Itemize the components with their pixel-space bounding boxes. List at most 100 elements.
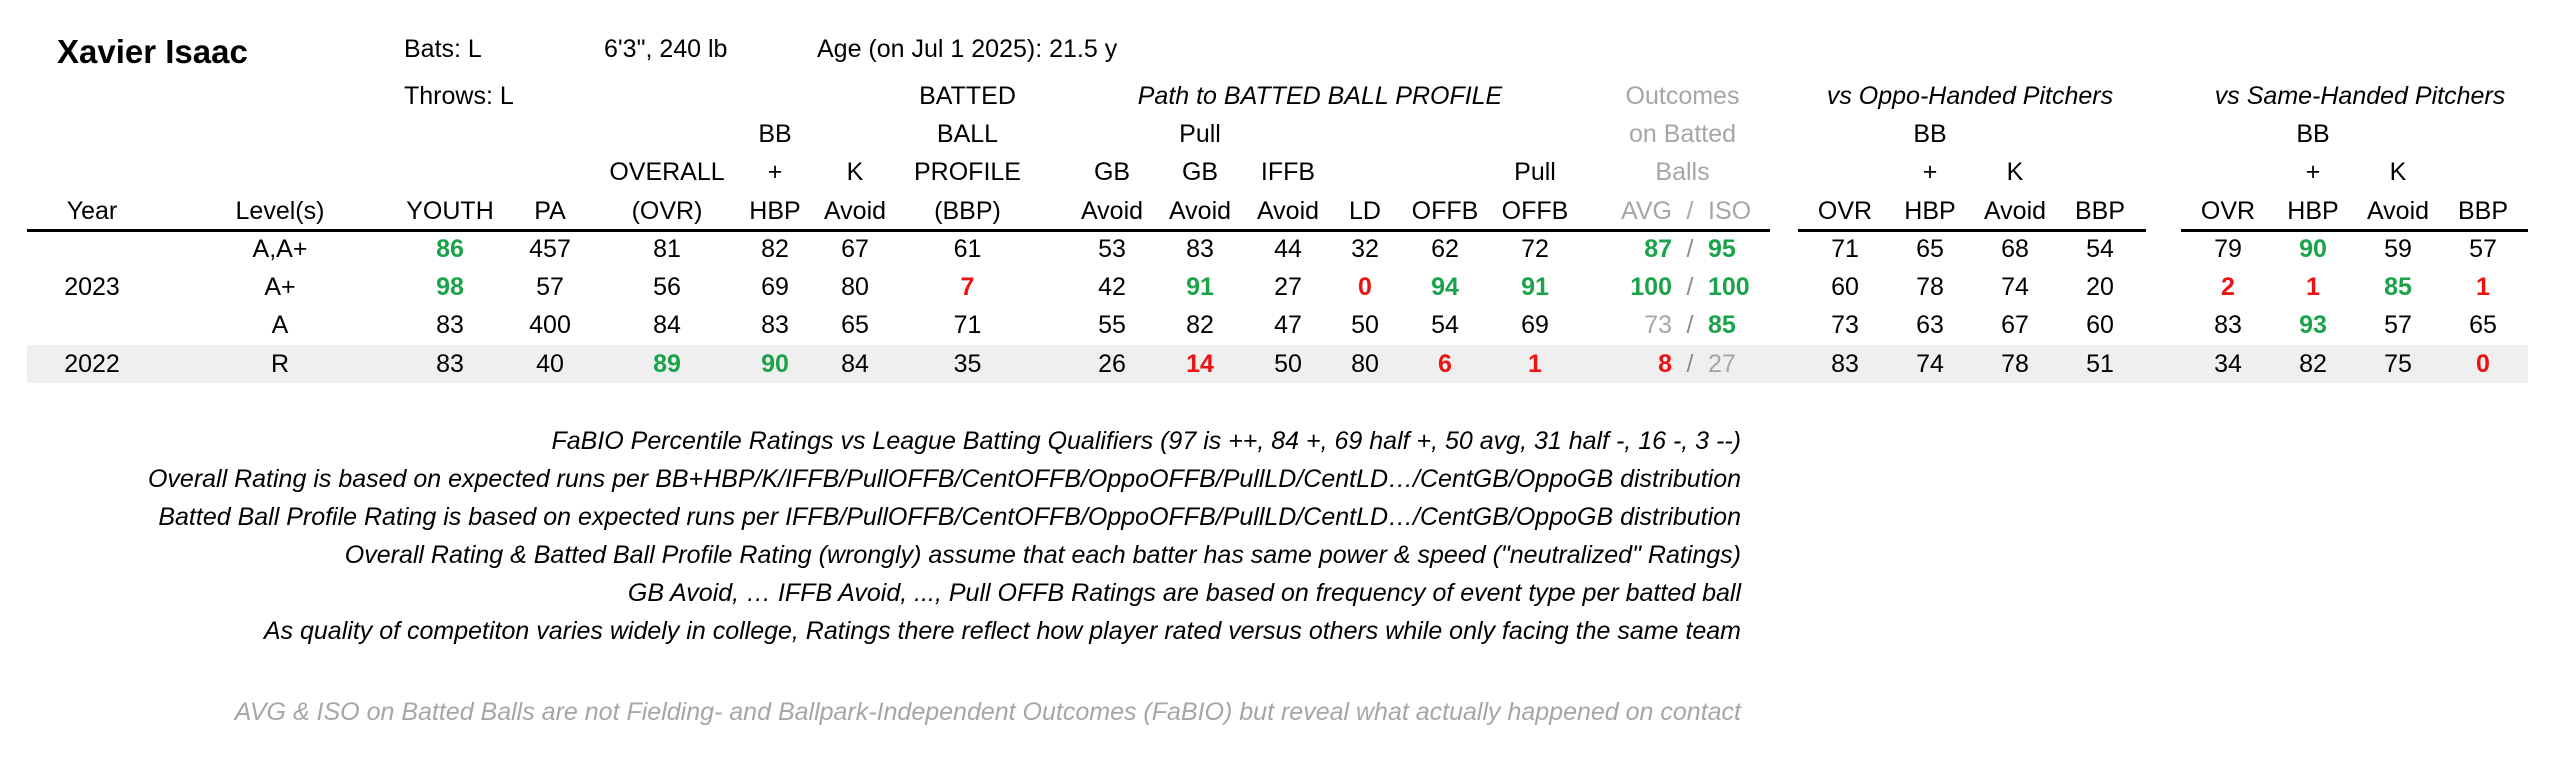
- cell-bbp: 7: [960, 273, 975, 301]
- cell-bbhbp: 83: [761, 311, 789, 339]
- cell-s-ovr: 34: [2214, 350, 2242, 378]
- cell-s-bb: 82: [2299, 350, 2327, 378]
- cell-kavoid: 67: [841, 235, 869, 263]
- col-header-bbp-4: (BBP): [934, 197, 1001, 225]
- player-age: Age (on Jul 1 2025): 21.5 y: [817, 35, 1118, 63]
- cell-kavoid: 65: [841, 311, 869, 339]
- cell-o-bb: 63: [1916, 311, 1944, 339]
- col-header-iffb-1: IFFB: [1260, 158, 1316, 186]
- col-header-gb-2: Avoid: [1080, 197, 1144, 225]
- cell-o-bbp: 20: [2086, 273, 2114, 301]
- cell-s-k: 85: [2384, 273, 2412, 301]
- cell-bbhbp: 69: [761, 273, 789, 301]
- col-header-same-bb-2: +: [2305, 158, 2321, 186]
- cell-avg-iso-separator: /: [1686, 273, 1694, 301]
- header-rule-main: [27, 229, 1770, 232]
- cell-ovr: 56: [653, 273, 681, 301]
- col-header-pullgb-3: Avoid: [1168, 197, 1232, 225]
- cell-pa: 457: [529, 235, 571, 263]
- cell-o-bbp: 51: [2086, 350, 2114, 378]
- cell-o-bb: 78: [1916, 273, 1944, 301]
- cell-pa: 40: [536, 350, 564, 378]
- cell-s-bb: 1: [2306, 273, 2320, 301]
- cell-avg: 87: [1644, 235, 1672, 263]
- same-group-header: vs Same-Handed Pitchers: [2214, 82, 2506, 110]
- col-header-year: Year: [66, 197, 118, 225]
- cell-pulloffb: 91: [1521, 273, 1549, 301]
- note-line: Overall Rating & Batted Ball Profile Rat…: [344, 541, 1741, 569]
- cell-offb: 54: [1431, 311, 1459, 339]
- cell-ovr: 81: [653, 235, 681, 263]
- note-line: GB Avoid, … IFFB Avoid, ..., Pull OFFB R…: [627, 579, 1741, 607]
- cell-s-ovr: 79: [2214, 235, 2242, 263]
- cell-o-k: 67: [2001, 311, 2029, 339]
- cell-o-ovr: 73: [1831, 311, 1859, 339]
- cell-pa: 400: [529, 311, 571, 339]
- col-header-level: Level(s): [235, 197, 325, 225]
- path-group-header: Path to BATTED BALL PROFILE: [1137, 82, 1503, 110]
- col-header-overall-1: OVERALL: [609, 158, 725, 186]
- cell-level: A: [271, 311, 289, 339]
- col-header-same-bb-1: BB: [2296, 120, 2330, 148]
- col-header-oppo-k-1: K: [2006, 158, 2024, 186]
- col-header-oppo-bbp: BBP: [2074, 197, 2126, 225]
- cell-iffb: 27: [1274, 273, 1302, 301]
- cell-pulloffb: 1: [1528, 350, 1542, 378]
- cell-ld: 50: [1351, 311, 1379, 339]
- cell-gb: 42: [1098, 273, 1126, 301]
- cell-avg: 8: [1658, 350, 1672, 378]
- bats-label: Bats: L: [404, 35, 482, 63]
- header-rule-oppo: [1798, 229, 2146, 232]
- col-header-bbp-3: PROFILE: [914, 158, 1021, 186]
- col-header-same-bb-3: HBP: [2287, 197, 2339, 225]
- cell-ld: 32: [1351, 235, 1379, 263]
- col-header-bbp-2: BALL: [936, 120, 999, 148]
- cell-offb: 6: [1438, 350, 1452, 378]
- cell-iso: 100: [1708, 273, 1750, 301]
- col-header-pa: PA: [534, 197, 566, 225]
- cell-o-bbp: 60: [2086, 311, 2114, 339]
- player-name: Xavier Isaac: [57, 33, 248, 70]
- cell-gb: 55: [1098, 311, 1126, 339]
- cell-offb: 94: [1431, 273, 1459, 301]
- col-header-same-k-1: K: [2389, 158, 2407, 186]
- cell-iso: 95: [1708, 235, 1736, 263]
- col-header-same-bbp: BBP: [2457, 197, 2509, 225]
- cell-bbp: 61: [953, 235, 982, 263]
- cell-ld: 0: [1358, 273, 1372, 301]
- cell-avg: 100: [1630, 273, 1672, 301]
- note-line: Overall Rating is based on expected runs…: [147, 465, 1741, 493]
- cell-ld: 80: [1351, 350, 1379, 378]
- col-header-youth: YOUTH: [406, 197, 494, 225]
- col-header-overall-2: (OVR): [631, 197, 703, 225]
- col-header-oppo-ovr: OVR: [1817, 197, 1873, 225]
- cell-youth: 98: [436, 273, 464, 301]
- cell-gb: 53: [1098, 235, 1126, 263]
- cell-level: A,A+: [252, 235, 308, 263]
- header-rule-same: [2181, 229, 2528, 232]
- cell-iffb: 47: [1274, 311, 1302, 339]
- col-header-oppo-bb-1: BB: [1913, 120, 1947, 148]
- row-shade-2022: [27, 345, 2528, 383]
- col-header-sep: /: [1686, 197, 1694, 225]
- col-header-pullgb-2: GB: [1181, 158, 1219, 186]
- cell-s-k: 75: [2384, 350, 2412, 378]
- col-header-bbhbp-1: BB: [758, 120, 792, 148]
- cell-iso: 85: [1708, 311, 1736, 339]
- col-header-ld: LD: [1349, 197, 1381, 225]
- col-header-bbhbp-2: +: [767, 158, 783, 186]
- col-header-oppo-bb-2: +: [1922, 158, 1938, 186]
- throws-label: Throws: L: [404, 82, 514, 110]
- cell-pulloffb: 72: [1521, 235, 1549, 263]
- cell-pulloffb: 69: [1521, 311, 1549, 339]
- col-header-same-k-2: Avoid: [2366, 197, 2430, 225]
- col-header-bbhbp-3: HBP: [749, 197, 801, 225]
- cell-s-bbp: 57: [2469, 235, 2497, 263]
- cell-avg-iso-separator: /: [1686, 350, 1694, 378]
- cell-s-bbp: 65: [2469, 311, 2497, 339]
- col-header-kavoid-2: Avoid: [823, 197, 887, 225]
- cell-o-ovr: 60: [1831, 273, 1859, 301]
- cell-youth: 86: [436, 235, 464, 263]
- col-header-pullgb-1: Pull: [1179, 120, 1221, 148]
- cell-youth: 83: [436, 311, 464, 339]
